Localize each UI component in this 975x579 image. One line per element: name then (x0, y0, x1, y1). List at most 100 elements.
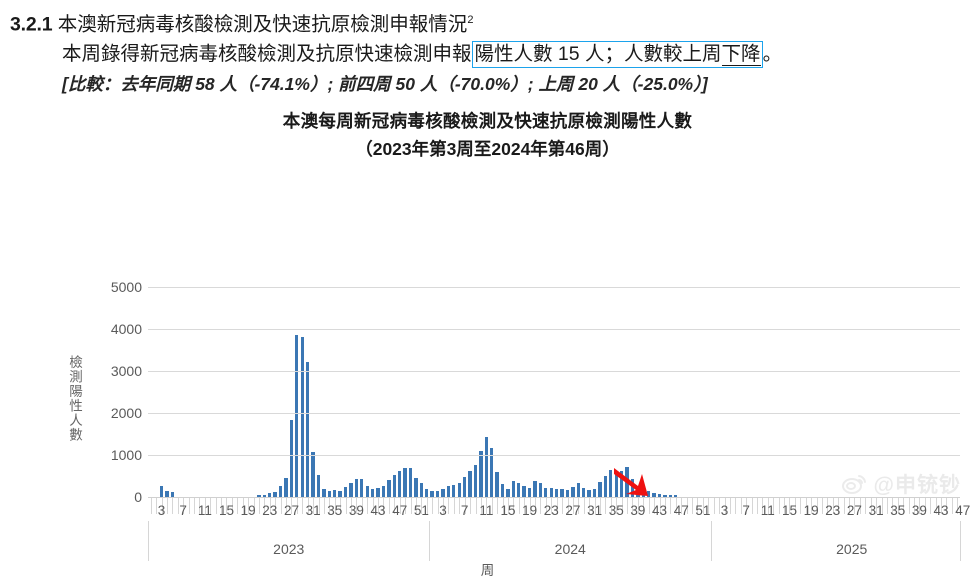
x-tick (713, 497, 715, 514)
x-tick (172, 497, 174, 514)
report-header: 3.2.1 本澳新冠病毒核酸檢測及快速抗原檢測申報情況2 本周錄得新冠病毒核酸檢… (0, 0, 975, 99)
x-tick-label: 31 (305, 502, 321, 518)
bar (170, 491, 174, 497)
x-tick (188, 497, 190, 514)
year-separator (960, 520, 961, 561)
x-tick-label: 11 (197, 502, 212, 518)
x-tick-label: 15 (781, 502, 797, 518)
summary-suffix: 。 (762, 42, 783, 65)
x-tick (204, 497, 206, 514)
weibo-icon (841, 475, 866, 494)
x-tick-label: 51 (413, 502, 429, 518)
x-tick (470, 497, 472, 514)
summary-highlight-count: 陽性人數 15 人；人數較上周 (474, 42, 722, 65)
x-tick (746, 497, 748, 514)
x-tick (383, 497, 385, 514)
chart-title-main: 本澳每周新冠病毒核酸檢測及快速抗原檢測陽性人數 (282, 110, 693, 131)
x-tick (361, 497, 363, 514)
x-tick (784, 497, 786, 514)
x-tick-label: 15 (218, 502, 234, 518)
x-tick (794, 497, 796, 514)
x-tick (242, 497, 244, 514)
x-tick (643, 497, 645, 514)
bar (619, 471, 624, 497)
bar (392, 475, 396, 497)
x-tick (551, 497, 553, 514)
x-tick (394, 497, 396, 514)
x-tick (475, 497, 477, 514)
x-tick (556, 497, 558, 514)
x-tick (507, 497, 509, 514)
x-tick (610, 497, 612, 514)
x-tick (572, 497, 574, 514)
watermark: @申铳钞 (841, 469, 961, 499)
x-tick (540, 497, 542, 514)
bar (370, 488, 375, 497)
x-tick (513, 497, 515, 514)
bar (441, 489, 445, 497)
x-tick (351, 497, 352, 514)
x-tick (388, 497, 390, 514)
x-tick (692, 497, 694, 514)
x-tick (340, 497, 342, 514)
x-tick (719, 497, 721, 514)
year-separator (148, 520, 149, 561)
x-tick-label: 3 (439, 502, 447, 518)
gridline (148, 286, 960, 288)
x-tick-label: 43 (370, 502, 386, 518)
x-tick (426, 497, 428, 514)
x-tick (616, 497, 618, 514)
bar (278, 485, 283, 497)
x-tick (892, 497, 894, 514)
x-tick (881, 497, 883, 514)
x-tick (567, 497, 569, 514)
y-axis-tick-label: 0 (134, 488, 142, 505)
bar (257, 494, 261, 497)
x-tick (210, 497, 212, 514)
x-tick (231, 497, 233, 514)
x-tick (150, 497, 152, 514)
x-tick (372, 497, 374, 514)
x-tick-label: 23 (825, 502, 841, 518)
x-tick-label: 39 (911, 502, 927, 518)
bar (582, 488, 586, 497)
x-tick (302, 497, 304, 514)
section-title-footnote: 2 (467, 14, 474, 26)
bar (657, 493, 662, 497)
x-tick-label: 23 (543, 502, 559, 518)
x-axis-line (148, 496, 960, 498)
x-tick (832, 497, 834, 514)
plot-area (148, 286, 960, 497)
x-tick (735, 497, 737, 514)
bar (560, 489, 564, 497)
x-tick (545, 497, 547, 514)
summary-highlight-trend: 下降 (721, 42, 761, 66)
bar (305, 361, 310, 497)
bar (587, 489, 591, 497)
x-tick (415, 497, 417, 514)
x-tick (843, 497, 845, 514)
x-tick (313, 497, 315, 514)
x-tick-label: 27 (565, 502, 581, 518)
x-tick (453, 497, 455, 514)
x-tick (908, 497, 910, 514)
bar (538, 482, 543, 497)
bar (397, 471, 402, 497)
bar (425, 488, 429, 497)
x-tick-label: 39 (348, 502, 364, 518)
x-tick (827, 497, 829, 514)
x-tick (156, 497, 158, 514)
year-separator (429, 520, 431, 561)
x-tick (443, 497, 445, 514)
x-tick (432, 497, 434, 514)
section-heading: 3.2.1 本澳新冠病毒核酸檢測及快速抗原檢測申報情況2 (10, 6, 975, 39)
x-tick (865, 497, 867, 514)
bar (435, 491, 440, 497)
x-tick (924, 497, 926, 514)
summary-highlight: 陽性人數 15 人；人數較上周下降 (471, 40, 763, 68)
bar (165, 491, 169, 497)
bar (295, 334, 299, 497)
y-axis-tick-label: 1000 (110, 446, 142, 463)
bar (484, 436, 488, 497)
x-tick (800, 497, 802, 514)
